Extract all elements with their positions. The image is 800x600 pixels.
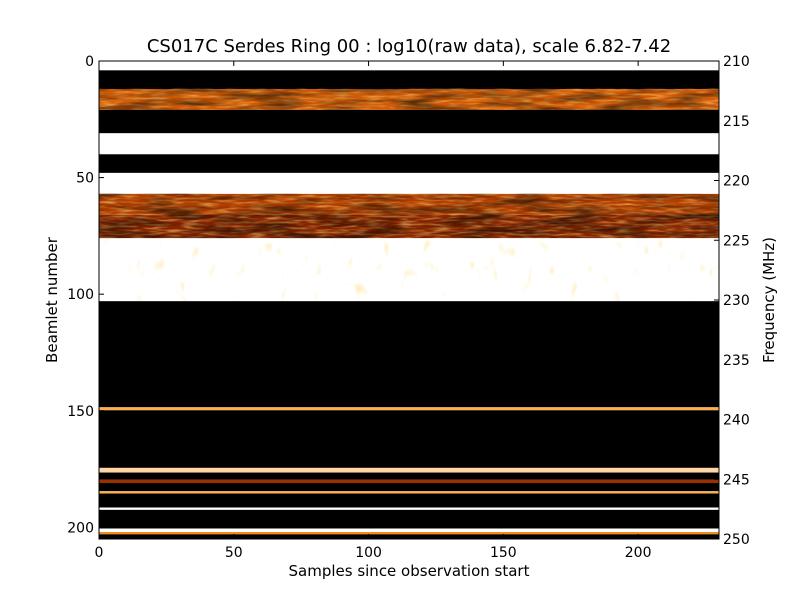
tick-label: 100 <box>67 287 94 303</box>
heatmap-band-texture <box>99 193 719 215</box>
x-axis-label: Samples since observation start <box>289 562 530 580</box>
heatmap-band <box>99 154 719 173</box>
heatmap-band <box>99 491 719 494</box>
y-axis-left: 0 50 100 150 200 <box>67 54 104 536</box>
tick-label: 150 <box>67 404 94 420</box>
tick-label: 0 <box>85 54 94 70</box>
tick-label: 200 <box>625 545 652 561</box>
heatmap-band <box>99 467 719 473</box>
heatmap-band <box>99 493 719 508</box>
heatmap-band <box>99 410 719 468</box>
tick-label: 245 <box>723 472 750 488</box>
x-axis: 0 50 100 150 200 <box>95 61 652 561</box>
y-axis-label: Beamlet number <box>43 236 61 363</box>
heatmap-band <box>99 301 719 408</box>
tick-label: 200 <box>67 520 94 536</box>
heatmap-band <box>99 509 719 529</box>
heatmap-band-texture <box>99 238 719 302</box>
heatmap-band <box>99 61 719 71</box>
tick-label: 240 <box>723 413 750 429</box>
heatmap-band <box>99 133 719 155</box>
chart-title: CS017C Serdes Ring 00 : log10(raw data),… <box>147 36 671 57</box>
y-axis-right-label: Frequency (MHz) <box>760 237 778 363</box>
tick-label: 50 <box>225 545 243 561</box>
tick-label: 250 <box>723 532 750 548</box>
heatmap-band <box>99 172 719 194</box>
tick-label: 215 <box>723 114 750 130</box>
heatmap-band <box>99 479 719 484</box>
plot-area <box>99 61 719 539</box>
heatmap-band <box>99 407 719 411</box>
tick-label: 0 <box>95 545 104 561</box>
heatmap-band-texture <box>99 214 719 239</box>
heatmap-band <box>99 472 719 480</box>
tick-label: 150 <box>490 545 517 561</box>
heatmap-band <box>99 483 719 492</box>
heatmap-band <box>99 534 719 539</box>
y-axis-right: 210 215 220 225 230 235 240 245 250 <box>714 54 750 548</box>
heatmap-band <box>99 109 719 134</box>
heatmap-band <box>99 70 719 89</box>
tick-label: 210 <box>723 54 750 70</box>
heatmap-band <box>99 528 719 533</box>
heatmap-band <box>99 532 719 535</box>
tick-label: 50 <box>76 171 94 187</box>
heatmap-band-texture <box>99 88 719 110</box>
tick-label: 225 <box>723 233 750 249</box>
heatmap-band <box>99 507 719 510</box>
tick-label: 220 <box>723 174 750 190</box>
tick-label: 235 <box>723 353 750 369</box>
tick-label: 100 <box>355 545 382 561</box>
tick-label: 230 <box>723 293 750 309</box>
